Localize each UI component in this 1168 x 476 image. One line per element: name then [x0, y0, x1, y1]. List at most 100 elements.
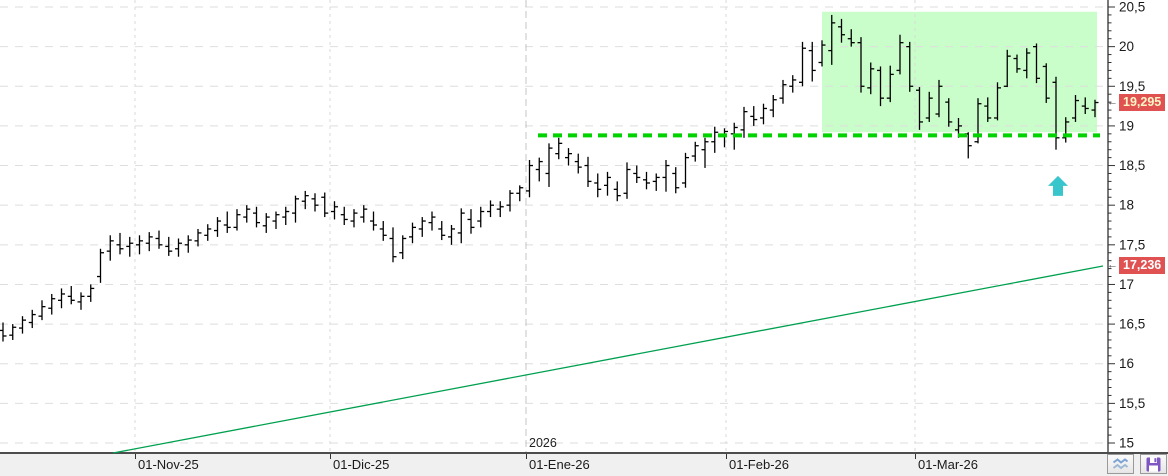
y-axis-label: 18,5	[1119, 158, 1145, 173]
ohlc-bar	[301, 190, 309, 210]
price-pointer-arrow: ←	[1107, 96, 1118, 109]
ohlc-bar	[672, 167, 680, 194]
ohlc-bar	[847, 29, 855, 47]
ohlc-bar	[214, 217, 221, 237]
ohlc-bar	[428, 211, 436, 231]
ohlc-bar	[574, 153, 582, 174]
y-axis-label: 20,5	[1119, 0, 1145, 15]
ohlc-bar	[808, 41, 816, 82]
last-price-value: 19,295	[1119, 94, 1166, 112]
ohlc-bar	[126, 236, 134, 257]
ohlc-bar	[779, 79, 787, 104]
axis-toolbar	[1107, 454, 1167, 474]
ohlc-bar	[526, 159, 533, 198]
chart-style-button[interactable]	[1107, 454, 1134, 474]
ohlc-bar	[438, 221, 446, 241]
ohlc-bar	[253, 206, 260, 228]
ohlc-bar	[750, 106, 758, 126]
ohlc-bar	[272, 211, 280, 229]
y-axis-label: 17	[1119, 277, 1134, 292]
x-axis-label: 01-Mar-26	[918, 457, 978, 472]
ohlc-bar	[243, 205, 251, 223]
ohlc-bar	[1013, 54, 1021, 73]
ohlc-bar	[623, 162, 631, 199]
ohlc-bar	[38, 300, 46, 321]
ohlc-bar	[165, 236, 173, 256]
trend-line[interactable]	[112, 265, 1104, 454]
ohlc-bar	[1081, 97, 1089, 115]
ohlc-bar	[701, 137, 709, 168]
ohlc-bar	[145, 232, 153, 252]
ohlc-bar	[994, 82, 1001, 121]
ohlc-bar	[1052, 76, 1060, 150]
ohlc-bar	[106, 235, 114, 261]
ohlc-bar	[136, 235, 143, 255]
ohlc-bar	[223, 211, 231, 233]
x-axis-tick	[915, 454, 916, 459]
y-axis-label: 18	[1119, 198, 1134, 213]
trendline-value-tag: ← 17,236	[1107, 257, 1166, 275]
x-axis-tick	[526, 454, 527, 459]
ohlc-bar	[760, 103, 767, 125]
ohlc-bar	[584, 156, 592, 187]
ohlc-bar	[292, 195, 299, 223]
ohlc-bar	[389, 227, 397, 263]
ohlc-bar	[0, 322, 7, 342]
ohlc-bar	[457, 208, 465, 244]
ohlc-bar	[789, 75, 797, 93]
ohlc-bar	[340, 206, 348, 225]
ohlc-bar	[321, 192, 329, 218]
ohlc-bar	[58, 288, 65, 309]
y-axis-label: 15,5	[1119, 396, 1145, 411]
ohlc-bar	[633, 165, 641, 183]
ohlc-bar	[984, 97, 992, 122]
x-axis-label: 01-Ene-26	[529, 457, 590, 472]
y-axis-label: 19	[1119, 118, 1134, 133]
ohlc-bar	[19, 316, 26, 334]
ohlc-bar	[1003, 49, 1011, 88]
x-axis-label: 01-Dic-25	[333, 457, 390, 472]
ohlc-bar	[594, 173, 602, 198]
trendline-value: 17,236	[1119, 257, 1166, 275]
up-arrow-annotation[interactable]	[1048, 175, 1068, 196]
x-axis-tick	[726, 454, 727, 459]
ohlc-bar	[262, 213, 270, 233]
ohlc-bar	[906, 41, 914, 92]
y-axis-label: 16	[1119, 356, 1134, 371]
save-icon	[1146, 457, 1161, 471]
y-axis-label: 16,5	[1119, 317, 1145, 332]
ohlc-bar	[77, 292, 85, 310]
ohlc-bar	[67, 286, 75, 305]
ohlc-bar	[867, 62, 875, 95]
ohlc-bar	[116, 232, 124, 255]
ohlc-bar	[886, 65, 894, 103]
ohlc-bar	[818, 40, 826, 67]
ohlc-bar	[691, 141, 699, 162]
ohlc-bar	[916, 87, 923, 130]
x-axis-label: 01-Nov-25	[138, 457, 199, 472]
ohlc-bar	[545, 143, 553, 187]
highlight-box[interactable]	[822, 11, 1097, 133]
ohlc-bar	[97, 248, 104, 283]
ohlc-bar	[1023, 48, 1031, 79]
ohlc-bar	[1033, 43, 1040, 84]
ohlc-bar	[857, 37, 865, 93]
x-axis-label: 01-Feb-26	[729, 457, 789, 472]
ohlc-bar	[28, 309, 36, 329]
ohlc-bar	[682, 152, 689, 188]
ohlc-bar	[896, 34, 904, 75]
ohlc-bar	[945, 98, 953, 127]
y-axis-label: 20	[1119, 39, 1134, 54]
x-axis-tick	[330, 454, 331, 459]
ohlc-bar	[350, 209, 358, 228]
x-axis-strip: 01-Nov-25 01-Dic-25 01-Ene-26 01-Feb-26 01-M…	[0, 452, 1168, 476]
save-button[interactable]	[1140, 454, 1167, 474]
ohlc-bar	[496, 201, 504, 218]
ohlc-bar	[331, 201, 338, 220]
year-label: 2026	[529, 436, 557, 450]
ohlc-bar	[769, 94, 777, 118]
ohlc-bar	[711, 126, 719, 153]
ohlc-bar	[311, 193, 319, 212]
